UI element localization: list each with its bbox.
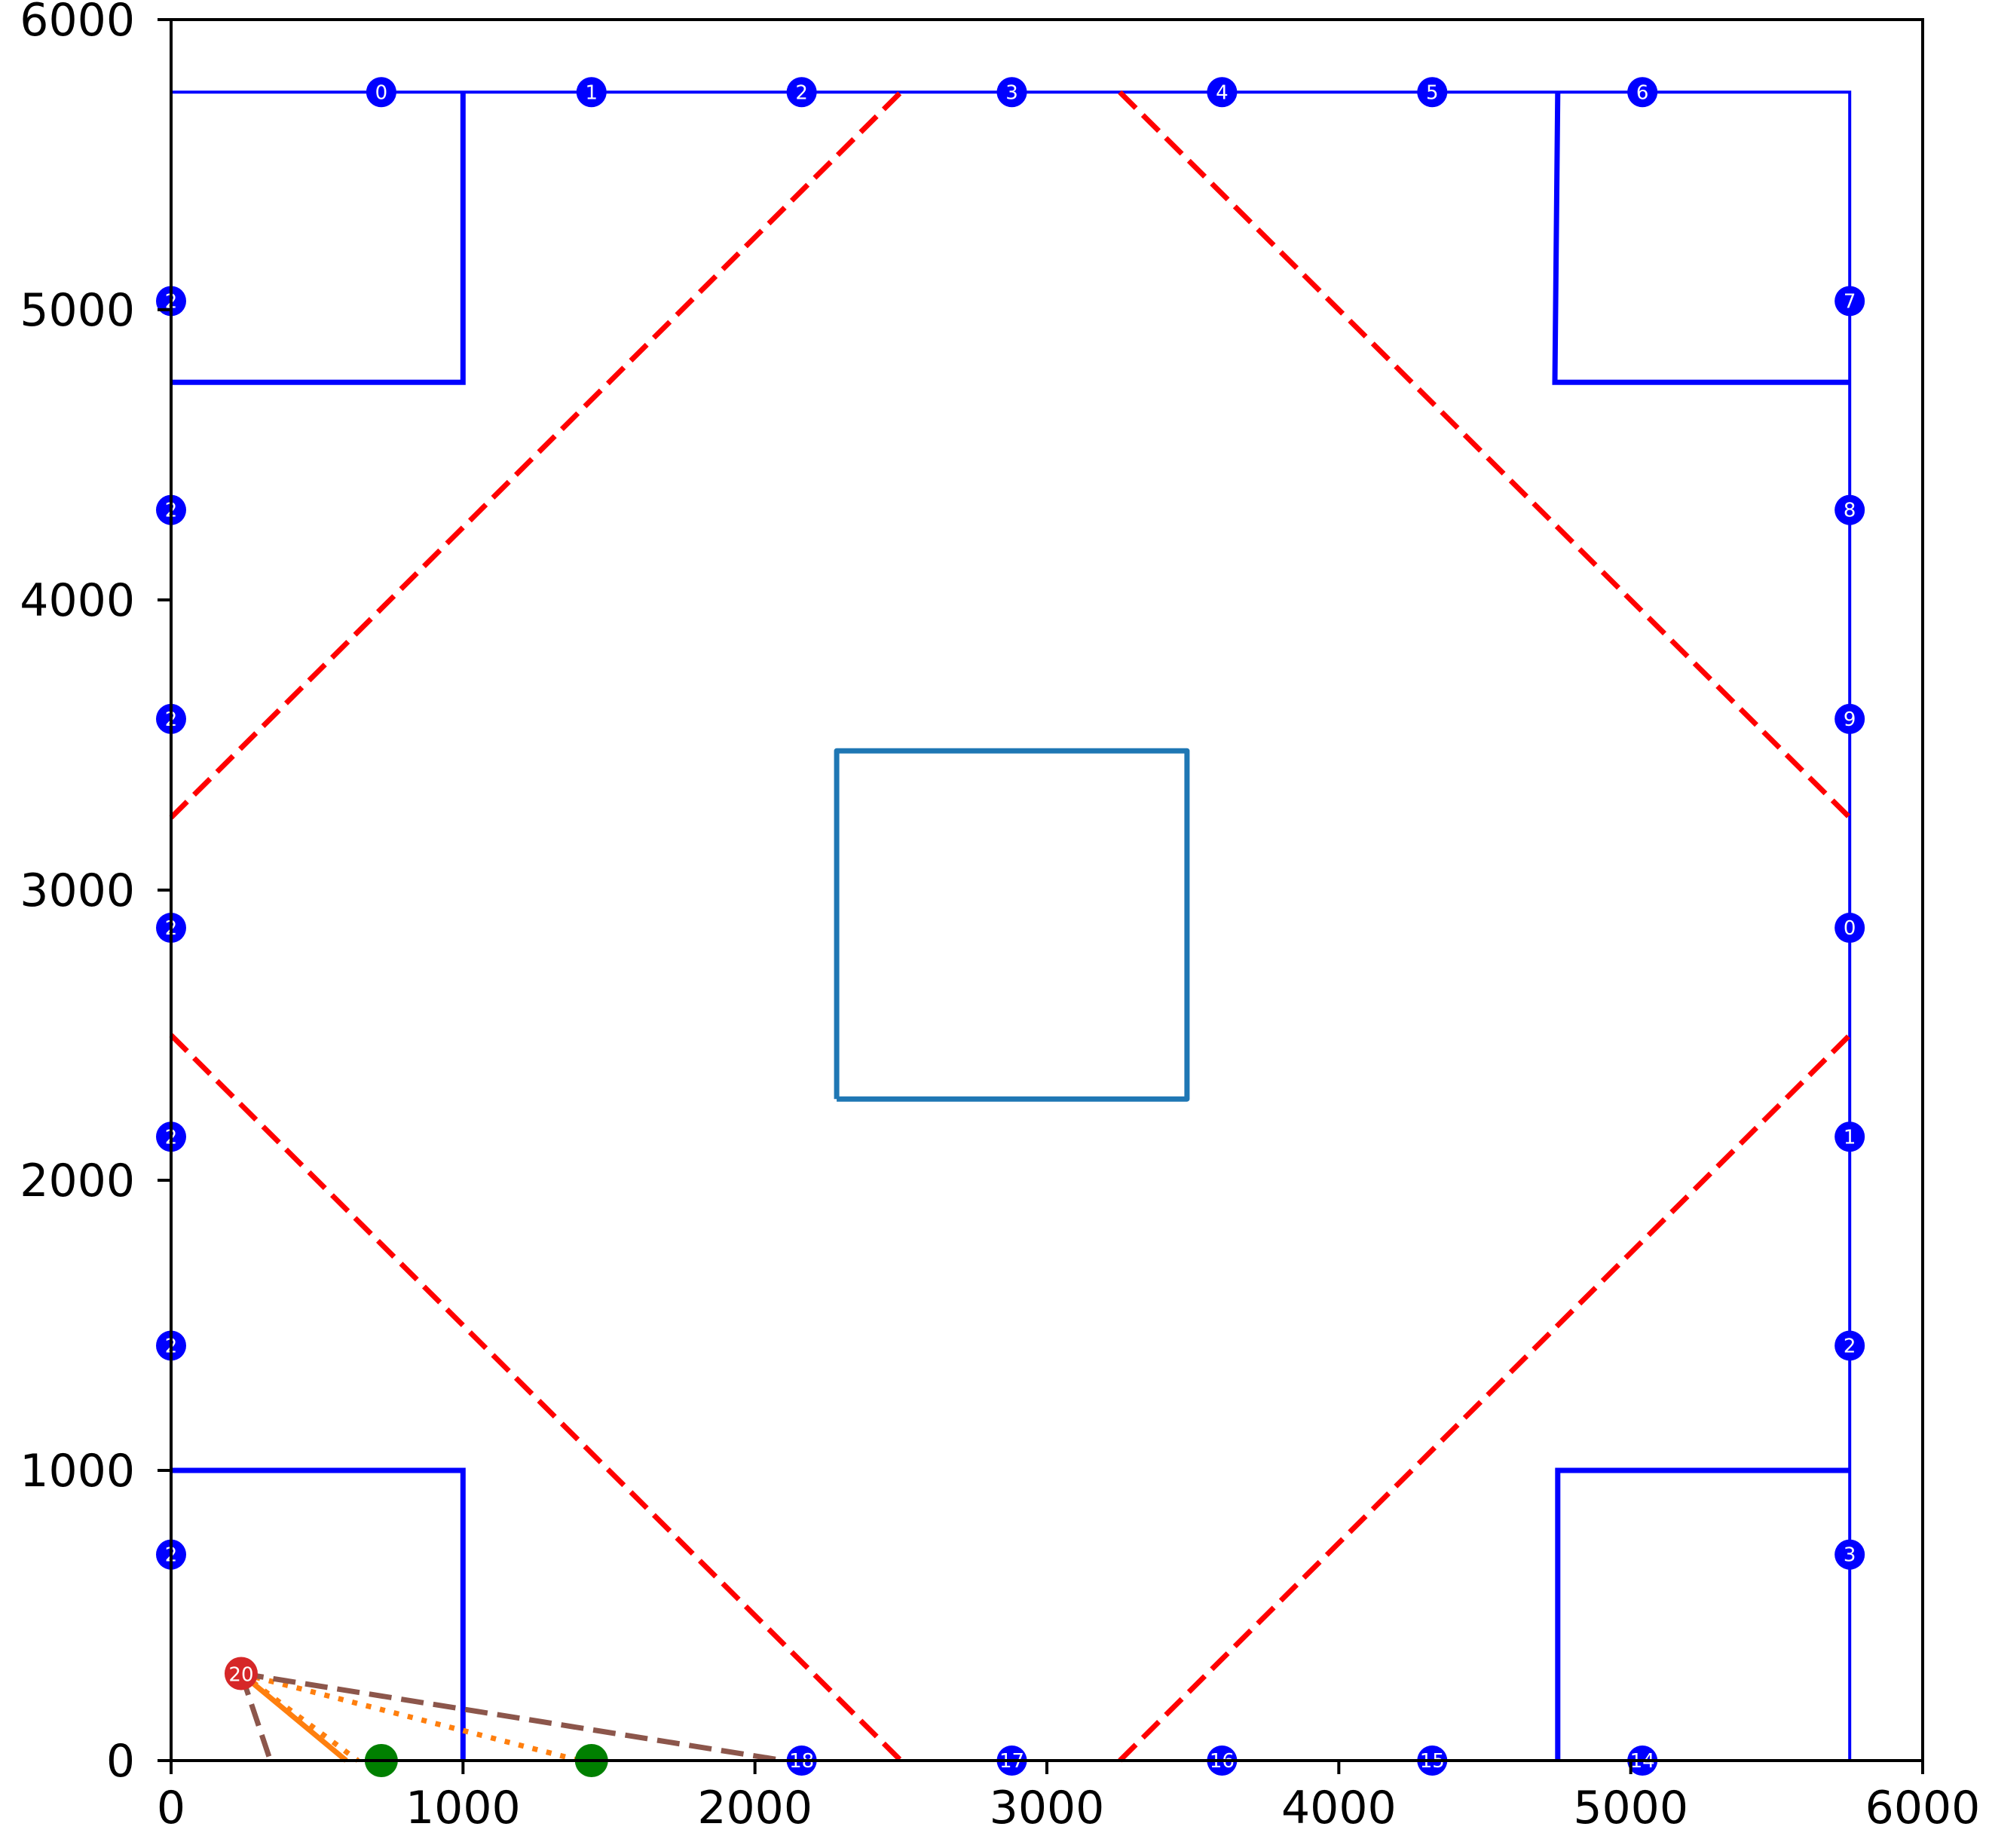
y-tick-label: 2000 [20, 1155, 135, 1207]
center-box [834, 748, 1190, 1102]
marker-point [1417, 77, 1448, 108]
marker-point [996, 77, 1027, 108]
marker-label: 3 [1005, 81, 1018, 104]
diamond-line [169, 90, 903, 820]
marker-label: 2 [1844, 1335, 1856, 1357]
marker-label: 8 [1844, 500, 1856, 522]
diamond-line [1118, 1033, 1852, 1763]
corner-square [1555, 1467, 1850, 1761]
diamond-line [1118, 90, 1852, 820]
y-tick-label: 0 [106, 1735, 135, 1788]
marker-label: 1 [585, 81, 598, 104]
x-tick-label: 1000 [405, 1782, 521, 1834]
ticks-layer: 0 1000 2000 3000 4000 5000 6000010002000300040… [20, 0, 1980, 1834]
corner-square [171, 92, 466, 385]
path-line-dotted [240, 1671, 581, 1764]
corner-square [171, 1467, 466, 1761]
y-tick-label: 1000 [20, 1445, 135, 1498]
y-tick-label: 5000 [20, 284, 135, 337]
marker-point [1834, 703, 1865, 734]
corner-square [1552, 92, 1850, 385]
marker-label: 4 [1216, 81, 1229, 104]
diamond-line [169, 1033, 903, 1763]
marker-point [1834, 913, 1865, 944]
x-tick-label: 2000 [697, 1782, 812, 1834]
marker-point [1834, 1330, 1865, 1361]
red-marker-label: 20 [228, 1664, 253, 1687]
y-tick-label: 3000 [20, 864, 135, 917]
path-line-dotted [239, 1671, 360, 1763]
marker-point [786, 77, 817, 108]
path-line-dashed [240, 1671, 785, 1764]
marker-label: 1 [1844, 1126, 1856, 1149]
marker-label: 6 [1636, 81, 1649, 104]
marker-label: 3 [1844, 1544, 1856, 1567]
x-tick-label: 3000 [990, 1782, 1105, 1834]
x-tick-label: 5000 [1573, 1782, 1688, 1834]
marker-label: 7 [1844, 290, 1856, 313]
marker-point [576, 77, 607, 108]
marker-label: 0 [1844, 917, 1856, 940]
x-tick-label: 0 [157, 1782, 185, 1834]
marker-label: 2 [795, 81, 808, 104]
marker-point [1834, 494, 1865, 525]
marker-point [1834, 286, 1865, 317]
path-line-solid [239, 1671, 348, 1763]
marker-label: 5 [1426, 81, 1439, 104]
x-tick-label: 4000 [1281, 1782, 1397, 1834]
y-tick-label: 4000 [20, 574, 135, 627]
red-marker [224, 1657, 258, 1690]
marker-point [1834, 1121, 1865, 1152]
marker-label: 0 [375, 81, 388, 104]
marker-label: 9 [1844, 708, 1856, 731]
y-tick-label: 6000 [20, 0, 135, 47]
marker-point [366, 77, 396, 108]
x-tick-label: 6000 [1865, 1782, 1981, 1834]
paths-layer [238, 1671, 785, 1764]
marker-point [1834, 1539, 1865, 1570]
marker-point [1627, 77, 1658, 108]
marker-point [1207, 77, 1238, 108]
